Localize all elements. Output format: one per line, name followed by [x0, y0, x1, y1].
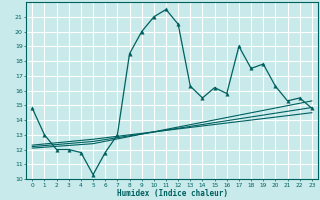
- X-axis label: Humidex (Indice chaleur): Humidex (Indice chaleur): [116, 189, 228, 198]
